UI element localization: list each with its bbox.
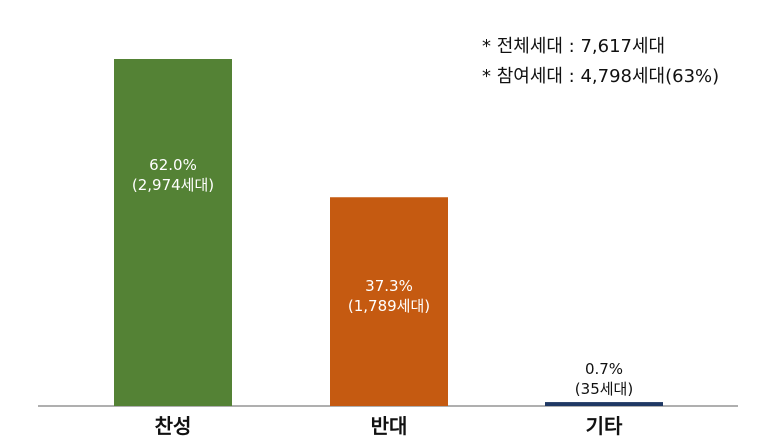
bar-count-label-1: (1,789세대) [348, 297, 430, 315]
total-households-note: * 전체세대 : 7,617세대 [482, 36, 666, 57]
bar-percent-label-0: 62.0% [149, 156, 197, 174]
participating-households-note: * 참여세대 : 4,798세대(63%) [482, 66, 720, 87]
bar-1 [330, 197, 448, 406]
category-label-2: 기타 [586, 414, 623, 438]
bar-percent-label-1: 37.3% [365, 277, 413, 295]
bar-0 [114, 59, 232, 406]
bar-count-label-2: (35세대) [575, 380, 633, 398]
bar-percent-label-2: 0.7% [585, 360, 623, 378]
bar-2 [545, 402, 663, 406]
category-label-1: 반대 [371, 414, 408, 438]
bar-count-label-0: (2,974세대) [132, 176, 214, 194]
category-label-0: 찬성 [155, 414, 192, 438]
